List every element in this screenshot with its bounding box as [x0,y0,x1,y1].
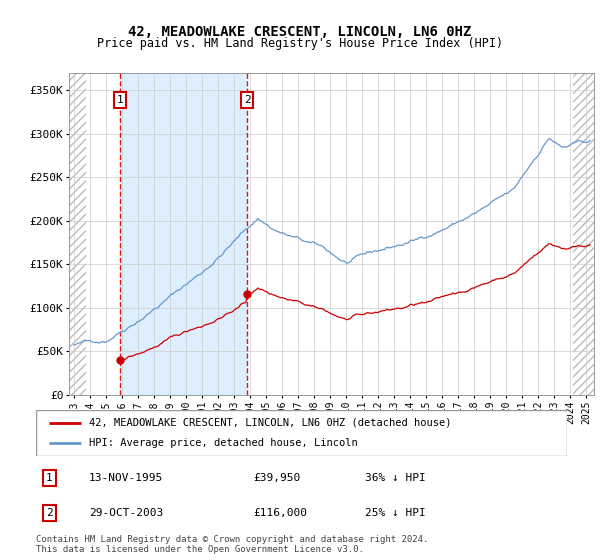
Text: 42, MEADOWLAKE CRESCENT, LINCOLN, LN6 0HZ (detached house): 42, MEADOWLAKE CRESCENT, LINCOLN, LN6 0H… [89,418,452,428]
Text: Price paid vs. HM Land Registry's House Price Index (HPI): Price paid vs. HM Land Registry's House … [97,37,503,50]
Text: 36% ↓ HPI: 36% ↓ HPI [365,473,426,483]
Text: 1: 1 [116,95,123,105]
Text: 42, MEADOWLAKE CRESCENT, LINCOLN, LN6 0HZ: 42, MEADOWLAKE CRESCENT, LINCOLN, LN6 0H… [128,25,472,39]
Text: 2: 2 [46,508,53,518]
Bar [120,73,247,395]
Text: 13-NOV-1995: 13-NOV-1995 [89,473,163,483]
Text: 2: 2 [244,95,251,105]
Text: 1: 1 [46,473,53,483]
Text: £39,950: £39,950 [254,473,301,483]
Bar [69,73,86,395]
Text: 29-OCT-2003: 29-OCT-2003 [89,508,163,518]
Text: HPI: Average price, detached house, Lincoln: HPI: Average price, detached house, Linc… [89,438,358,449]
Text: £116,000: £116,000 [254,508,308,518]
Text: 25% ↓ HPI: 25% ↓ HPI [365,508,426,518]
Text: Contains HM Land Registry data © Crown copyright and database right 2024.
This d: Contains HM Land Registry data © Crown c… [36,535,428,554]
Bar [573,73,594,395]
